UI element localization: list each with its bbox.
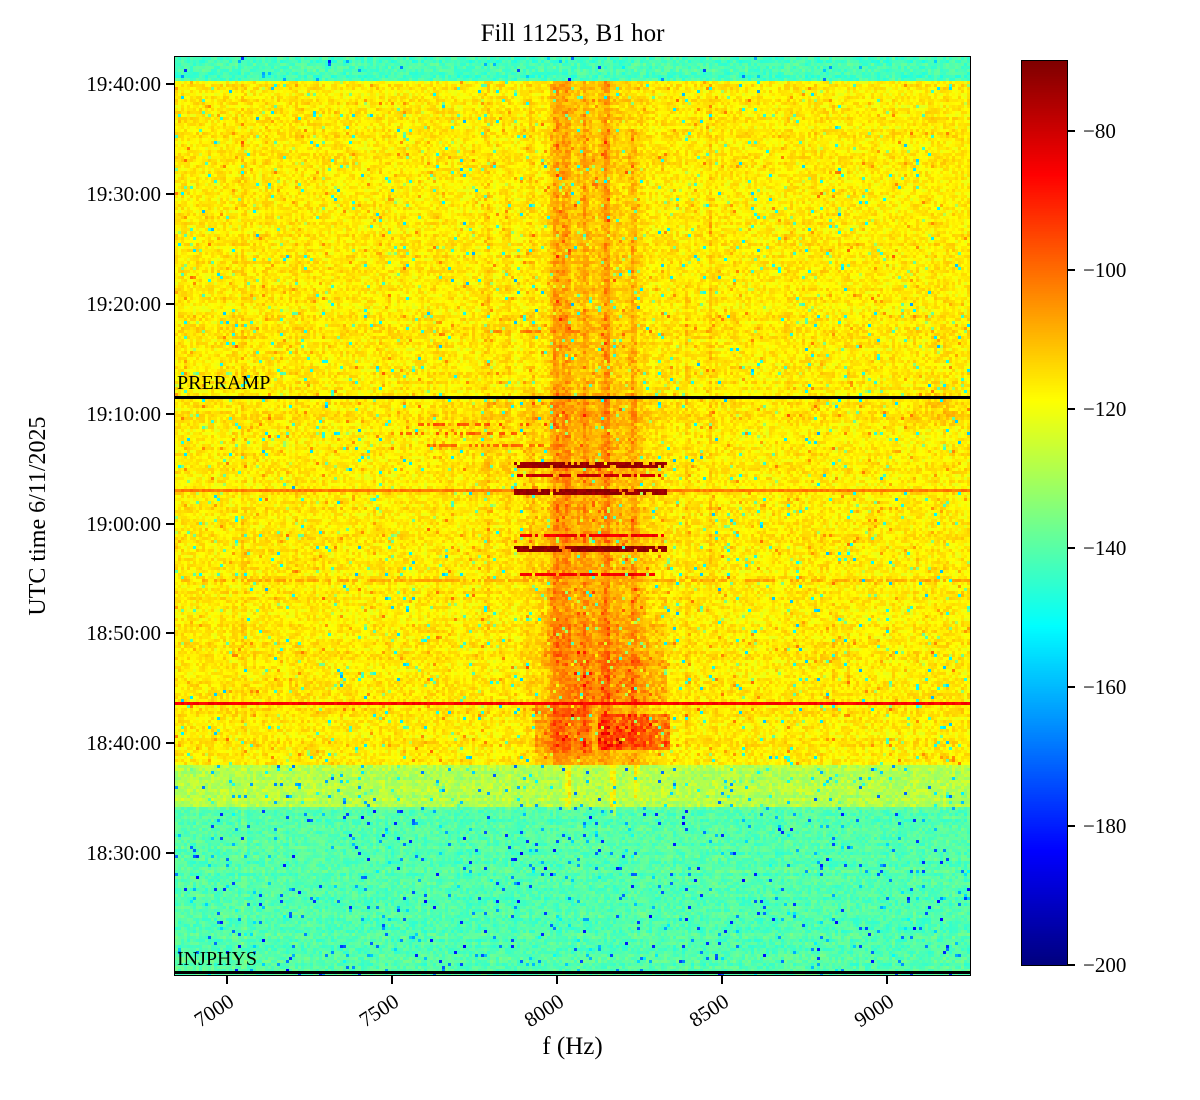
y-tick-label: 19:10:00 — [86, 401, 161, 426]
colorbar-tick-mark — [1067, 546, 1075, 549]
colorbar-tick-mark — [1067, 685, 1075, 688]
x-tick-mark — [226, 975, 229, 984]
beam-mode-label-injphys: INJPHYS — [177, 947, 258, 970]
y-tick-mark — [166, 303, 175, 306]
colorbar-tick-mark — [1067, 129, 1075, 132]
chart-title: Fill 11253, B1 hor — [480, 20, 665, 47]
y-tick-mark — [166, 412, 175, 415]
y-tick-label: 18:30:00 — [86, 841, 161, 866]
x-tick-mark — [556, 975, 559, 984]
colorbar-tick-label: −120 — [1083, 396, 1127, 421]
colorbar-tick-mark — [1067, 268, 1075, 271]
colorbar-tick-label: −100 — [1083, 257, 1127, 282]
y-tick-label: 18:40:00 — [86, 731, 161, 756]
x-tick-mark — [721, 975, 724, 984]
y-tick-mark — [166, 83, 175, 86]
y-tick-label: 18:50:00 — [86, 621, 161, 646]
y-tick-mark — [166, 742, 175, 745]
y-tick-mark — [166, 852, 175, 855]
colorbar-tick-label: −200 — [1083, 953, 1127, 977]
y-tick-label: 19:30:00 — [86, 182, 161, 207]
colorbar-tick-label: −160 — [1083, 674, 1127, 699]
colorbar-tick-label: −80 — [1083, 118, 1116, 143]
y-tick-label: 19:00:00 — [86, 511, 161, 536]
y-tick-mark — [166, 522, 175, 525]
y-tick-mark — [166, 632, 175, 635]
x-axis-label: f (Hz) — [542, 1033, 603, 1060]
colorbar-tick-label: −180 — [1083, 813, 1127, 838]
spectrogram-heatmap-canvas — [175, 57, 970, 975]
y-tick-label: 19:20:00 — [86, 292, 161, 317]
colorbar-tick-label: −140 — [1083, 535, 1127, 560]
y-tick-label: 19:40:00 — [86, 72, 161, 97]
colorbar-gradient — [1022, 61, 1067, 965]
colorbar-frame — [1020, 59, 1068, 966]
y-tick-mark — [166, 193, 175, 196]
colorbar-tick-mark — [1067, 824, 1075, 827]
colorbar-tick-mark — [1067, 407, 1075, 410]
x-tick-mark — [391, 975, 394, 984]
x-tick-mark — [886, 975, 889, 984]
beam-mode-label-preramp: PRERAMP — [177, 372, 271, 395]
colorbar-tick-mark — [1067, 964, 1075, 966]
